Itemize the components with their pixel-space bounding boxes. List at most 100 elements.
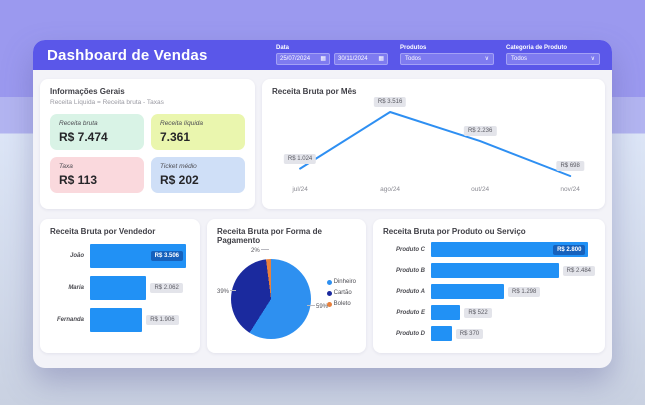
x-axis-label: ago/24: [380, 186, 401, 193]
data-label-chip: R$ 1.024: [283, 153, 317, 164]
bar[interactable]: [90, 276, 147, 300]
pie-percent-label: 59%: [307, 304, 328, 310]
bar-row: Fernanda R$ 1.906: [50, 308, 190, 332]
category-dropdown[interactable]: Todos ∨: [506, 53, 600, 65]
category-dropdown-value: Todos: [511, 56, 528, 62]
bar-track: R$ 1.906: [90, 308, 190, 332]
value-chip: R$ 522: [464, 307, 492, 318]
products-filter-label: Produtos: [400, 45, 427, 51]
pie-percent-label: 2%: [251, 248, 269, 254]
kpi-label: Receita líquida: [160, 120, 203, 127]
value-chip: R$ 3.506: [150, 251, 183, 261]
legend-item[interactable]: Cartão: [326, 290, 356, 296]
bar-track: R$ 1.298: [431, 284, 595, 299]
products-dropdown-value: Todos: [405, 56, 422, 62]
revenue-line[interactable]: [272, 102, 595, 186]
date-filter-group: Data 25/07/2024 ▦ 30/11/2024 ▦: [276, 45, 388, 65]
value-chip: R$ 370: [455, 328, 484, 339]
calendar-icon[interactable]: ▦: [320, 56, 326, 62]
pie-legend: Dinheiro Cartão Boleto: [326, 279, 356, 307]
bar-row: João R$ 3.506: [50, 244, 190, 268]
legend-dot-icon: [326, 290, 332, 296]
bar[interactable]: R$ 3.506: [90, 244, 186, 268]
products-filter-group: Produtos Todos ∨: [400, 45, 494, 65]
kpi-card: Ticket médio R$ 202: [151, 157, 245, 193]
bar-row: Produto E R$ 522: [383, 305, 595, 320]
revenue-by-month-panel: Receita Bruta por Mês R$ 1.024 R$ 3.516 R$…: [262, 79, 605, 209]
legend-item[interactable]: Dinheiro: [326, 279, 356, 285]
page-title: Dashboard de Vendas: [47, 46, 208, 64]
bar[interactable]: R$ 2.800: [431, 242, 589, 257]
value-chip: R$ 1.906: [146, 315, 179, 325]
date-filter-label: Data: [276, 45, 290, 51]
kpi-value: 7.361: [160, 130, 191, 144]
chevron-down-icon: ∨: [590, 56, 595, 62]
data-label-chip: R$ 2.236: [463, 126, 497, 137]
revenue-by-payment-title: Receita Bruta por Forma de Pagamento: [217, 227, 322, 245]
legend-label: Cartão: [333, 290, 352, 296]
bar[interactable]: [431, 263, 559, 278]
line-x-axis: jul/24 ago/24 out/24 nov/24: [272, 186, 595, 198]
date-start-value: 25/07/2024: [280, 56, 311, 62]
revenue-by-month-title: Receita Bruta por Mês: [272, 87, 357, 96]
category-label: Produto E: [396, 309, 425, 316]
category-label: Produto D: [396, 330, 425, 337]
products-dropdown[interactable]: Todos ∨: [400, 53, 494, 65]
calendar-icon[interactable]: ▦: [378, 56, 384, 62]
kpi-grid: Receita bruta R$ 7.474 Receita líquida 7.36…: [50, 114, 245, 193]
pie-percent-label: 39%: [217, 289, 236, 295]
bar[interactable]: [431, 305, 461, 320]
bar-row: Produto D R$ 370: [383, 326, 595, 341]
data-label-chip: R$ 3.516: [373, 97, 407, 107]
kpi-value: R$ 7.474: [59, 130, 108, 144]
category-label: Produto A: [396, 288, 425, 295]
kpi-value: R$ 202: [160, 173, 199, 187]
bar-track: R$ 3.506: [90, 244, 190, 268]
bar-row: Produto A R$ 1.298: [383, 284, 595, 299]
kpi-card: Receita bruta R$ 7.474: [50, 114, 144, 150]
value-chip: R$ 2.800: [553, 244, 586, 255]
legend-label: Boleto: [333, 301, 351, 307]
general-info-title: Informações Gerais: [50, 87, 125, 96]
kpi-value: R$ 113: [59, 173, 98, 187]
category-label: João: [69, 253, 84, 259]
bar-track: R$ 522: [431, 305, 595, 320]
payment-pie-chart: Dinheiro Cartão Boleto 59% 39% 2%: [217, 248, 356, 349]
bar-track: R$ 2.484: [431, 263, 595, 278]
dashboard-card: Dashboard de Vendas Data 25/07/2024 ▦ 30…: [33, 40, 612, 368]
value-chip: R$ 2.062: [150, 283, 183, 293]
legend-item[interactable]: Boleto: [326, 301, 356, 307]
revenue-by-product-panel: Receita Bruta por Produto ou Serviço Pro…: [373, 219, 605, 353]
value-chip: R$ 2.484: [562, 265, 595, 276]
kpi-label: Taxa: [59, 163, 73, 170]
legend-label: Dinheiro: [333, 279, 356, 285]
bar[interactable]: [90, 308, 143, 332]
revenue-by-payment-panel: Receita Bruta por Forma de Pagamento Din…: [207, 219, 366, 353]
bar-track: R$ 2.800: [431, 242, 595, 257]
date-start-input[interactable]: 25/07/2024 ▦: [276, 53, 330, 65]
chevron-down-icon: ∨: [484, 56, 489, 62]
general-info-subtitle: Receita Líquida = Receita bruta - Taxas: [50, 99, 164, 106]
x-axis-label: jul/24: [292, 186, 308, 193]
seller-bar-chart: João R$ 3.506 Maria R$ 2.062 Fernanda R$ 1.90…: [50, 244, 190, 332]
kpi-label: Ticket médio: [160, 163, 197, 170]
revenue-by-seller-title: Receita Bruta por Vendedor: [50, 227, 156, 236]
date-end-value: 30/11/2024: [338, 56, 368, 62]
legend-dot-icon: [326, 301, 332, 307]
category-filter-group: Categoria de Produto Todos ∨: [506, 45, 600, 65]
bar[interactable]: [431, 326, 452, 341]
dashboard-header: Dashboard de Vendas Data 25/07/2024 ▦ 30…: [33, 40, 612, 70]
bar[interactable]: [431, 284, 504, 299]
revenue-by-product-title: Receita Bruta por Produto ou Serviço: [383, 227, 526, 236]
dashboard-content: Informações Gerais Receita Líquida = Rec…: [33, 70, 612, 353]
date-end-input[interactable]: 30/11/2024 ▦: [334, 53, 388, 65]
pie[interactable]: [231, 259, 311, 339]
value-chip: R$ 1.298: [507, 286, 541, 297]
category-label: Fernanda: [56, 317, 84, 323]
kpi-card: Taxa R$ 113: [50, 157, 144, 193]
category-label: Produto C: [396, 246, 425, 253]
category-label: Maria: [68, 285, 84, 291]
bar-row: Maria R$ 2.062: [50, 276, 190, 300]
x-axis-label: out/24: [471, 186, 490, 193]
line-chart: R$ 1.024 R$ 3.516 R$ 2.236 R$ 698: [272, 97, 595, 186]
